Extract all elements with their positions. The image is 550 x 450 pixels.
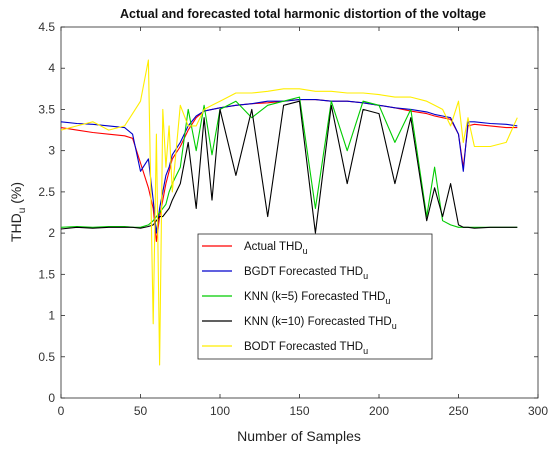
legend-label-4: KNN (k=10) Forecasted THDu (244, 316, 397, 331)
x-tick-label: 250 (448, 404, 468, 418)
y-tick-label: 0.5 (38, 350, 55, 364)
x-axis-ticks: 0 50 100 150 200 250 300 (58, 27, 548, 418)
y-tick-label: 1.5 (38, 267, 55, 281)
y-axis-label-main: THD (8, 213, 24, 242)
y-axis-ticks: 0 0.5 1 1.5 2 2.5 3 3.5 4 4.5 (38, 20, 538, 405)
y-tick-label: 2.5 (38, 185, 55, 199)
series-layer (60, 59, 518, 366)
x-tick-label: 300 (528, 404, 548, 418)
y-tick-label: 3 (48, 144, 55, 158)
y-axis-label-unit: (%) (8, 182, 24, 204)
y-tick-label: 1 (48, 309, 55, 323)
legend: Actual THDu BGDT Forecasted THDu KNN (k=5)… (197, 233, 433, 360)
legend-entries: Actual THDu BGDT Forecasted THDu KNN (k=5)… (202, 241, 397, 356)
svg-text:THDu (%): THDu (%) (8, 182, 28, 242)
x-tick-label: 150 (289, 404, 309, 418)
chart-title: Actual and forecasted total harmonic dis… (120, 7, 486, 21)
y-tick-label: 4 (48, 61, 55, 75)
y-tick-label: 4.5 (38, 20, 55, 34)
x-tick-label: 0 (58, 404, 65, 418)
legend-label-3: KNN (k=5) Forecasted THDu (244, 291, 390, 306)
x-tick-label: 200 (369, 404, 389, 418)
x-tick-label: 50 (134, 404, 148, 418)
legend-label-1: Actual THDu (244, 241, 308, 256)
legend-label-5: BODT Forecasted THDu (244, 341, 368, 356)
legend-label-2: BGDT Forecasted THDu (244, 266, 368, 281)
y-tick-label: 0 (48, 391, 55, 405)
y-axis-label-subscript: u (17, 208, 28, 214)
series-line-5 (60, 59, 518, 366)
series-line-3 (60, 96, 518, 228)
y-axis-label: THDu (%) (8, 182, 28, 242)
y-tick-label: 3.5 (38, 102, 55, 116)
y-tick-label: 2 (48, 226, 55, 240)
x-axis-label: Number of Samples (237, 428, 361, 444)
x-tick-label: 100 (210, 404, 230, 418)
series-line-2 (60, 99, 518, 234)
legend-box (197, 233, 433, 360)
series-line-4 (60, 100, 518, 234)
